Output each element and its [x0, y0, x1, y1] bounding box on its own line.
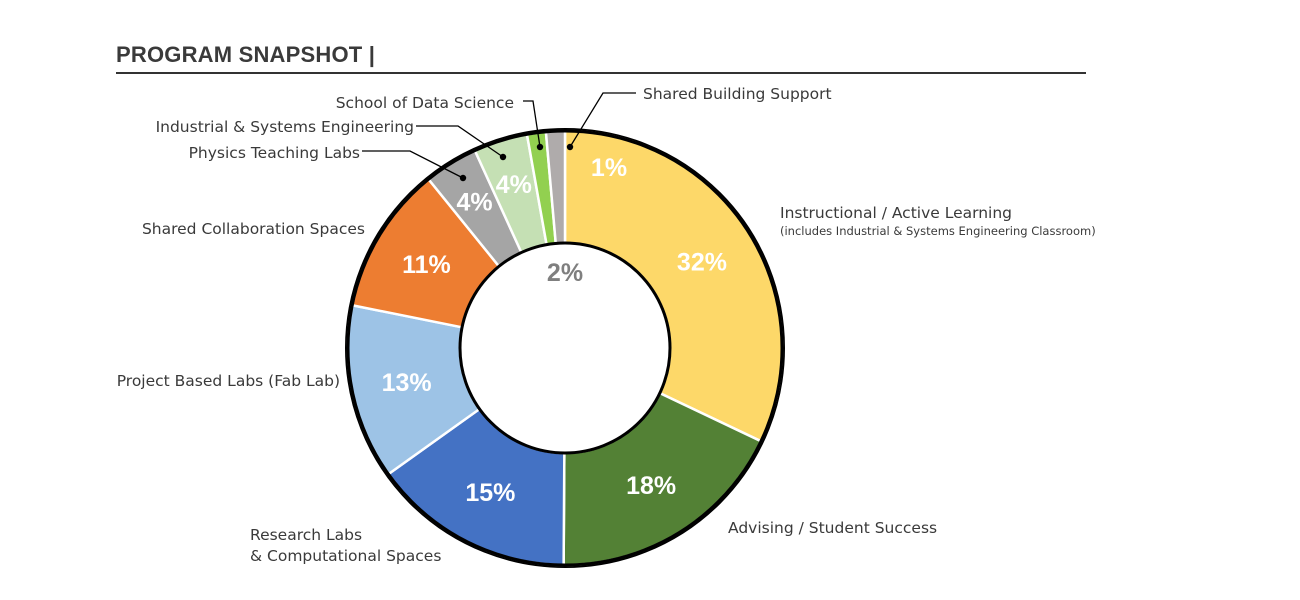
value-label-research-labs-computational-spaces: 15%: [465, 479, 515, 507]
chart-title: PROGRAM SNAPSHOT |: [116, 42, 376, 67]
leader-dot-school-of-data-science: [536, 143, 544, 151]
category-label-research-labs-computational-spaces: Research Labs & Computational Spaces: [250, 526, 441, 565]
category-label-shared-collaboration-spaces: Shared Collaboration Spaces: [142, 220, 365, 238]
leader-line-industrial-systems-engineering: [416, 125, 504, 158]
category-label-instructional-active-learning: Instructional / Active Learning: [780, 204, 1012, 222]
value-label-industrial-systems-engineering: 4%: [496, 171, 532, 199]
category-sublabel-instructional-active-learning: (includes Industrial & Systems Engineeri…: [780, 224, 1096, 238]
value-label-shared-collaboration-spaces: 11%: [402, 251, 451, 279]
value-label-extra-2: 2%: [547, 259, 583, 287]
value-label-extra-1: 1%: [591, 154, 627, 182]
value-label-physics-teaching-labs: 4%: [456, 189, 492, 217]
category-labels-group: Instructional / Active Learning (includes…: [117, 85, 1096, 565]
category-label-physics-teaching-labs: Physics Teaching Labs: [189, 144, 360, 162]
category-label-industrial-systems-engineering: Industrial & Systems Engineering: [156, 118, 414, 136]
leader-dot-industrial-systems-engineering: [499, 153, 507, 161]
value-labels-group: 32% 18% 15% 13% 11% 4%4% 1% 2%: [382, 154, 727, 507]
category-label-school-of-data-science: School of Data Science: [336, 94, 514, 112]
leader-dot-shared-building-support: [566, 143, 574, 151]
value-label-advising-student-success: 18%: [626, 472, 676, 500]
category-label-shared-building-support: Shared Building Support: [643, 85, 832, 103]
category-label-advising-student-success: Advising / Student Success: [728, 519, 937, 537]
donut-inner-rim: [458, 241, 672, 455]
leader-line-shared-building-support: [569, 92, 636, 148]
donut-outer-border: [346, 129, 784, 567]
leader-dot-physics-teaching-labs: [459, 174, 467, 182]
leader-line-physics-teaching-labs: [362, 150, 464, 179]
slices-group: [345, 128, 785, 568]
leader-line-school-of-data-science: [523, 100, 541, 148]
leader-lines-group: [362, 92, 636, 182]
value-label-instructional-active-learning: 32%: [677, 248, 727, 276]
category-label-project-based-labs-fab-lab: Project Based Labs (Fab Lab): [117, 372, 340, 390]
title-underline: [116, 72, 1086, 74]
value-label-project-based-labs-fab-lab: 13%: [382, 369, 432, 397]
